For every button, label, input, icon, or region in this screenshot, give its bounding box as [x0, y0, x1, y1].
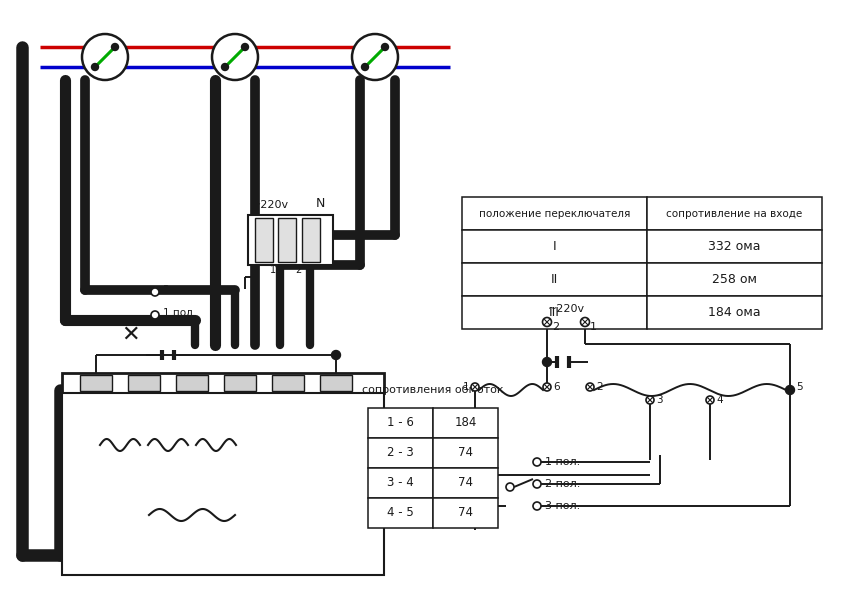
Text: 184 ома: 184 ома [708, 306, 761, 319]
Text: 3: 3 [656, 395, 663, 405]
Text: ~220v: ~220v [547, 304, 584, 314]
Text: 6: 6 [332, 394, 340, 404]
Bar [647, 263, 822, 296]
Bar [62, 373, 384, 393]
Bar [433, 468, 498, 498]
Text: 258 ом: 258 ом [712, 273, 757, 286]
Bar [368, 468, 433, 498]
Text: 2: 2 [596, 382, 603, 392]
Bar [368, 408, 433, 438]
Bar [647, 197, 822, 230]
Bar [176, 375, 208, 391]
Circle shape [212, 34, 258, 80]
Circle shape [533, 480, 541, 488]
Text: 2 пол.: 2 пол. [545, 479, 580, 489]
Text: 1: 1 [93, 394, 99, 404]
Text: 184: 184 [454, 416, 476, 430]
Text: 4: 4 [716, 395, 722, 405]
Text: 2: 2 [141, 394, 148, 404]
Text: 3 пол.: 3 пол. [545, 501, 580, 511]
Bar [462, 197, 647, 230]
Circle shape [706, 396, 714, 404]
Circle shape [331, 351, 341, 360]
Text: сопротивления обмоток: сопротивления обмоток [362, 385, 504, 395]
Circle shape [506, 483, 514, 491]
Circle shape [241, 44, 249, 50]
Circle shape [586, 383, 594, 391]
Text: 4: 4 [236, 394, 244, 404]
Bar [302, 218, 320, 262]
Text: 1 пол.: 1 пол. [545, 457, 580, 467]
Text: 1: 1 [270, 265, 276, 275]
Bar [255, 218, 273, 262]
Circle shape [471, 383, 479, 391]
Circle shape [362, 63, 368, 71]
Circle shape [151, 311, 159, 319]
Bar [128, 375, 160, 391]
Text: 4 - 5: 4 - 5 [387, 507, 414, 519]
Bar [320, 375, 352, 391]
Bar [462, 296, 647, 329]
Bar [368, 438, 433, 468]
Bar [647, 230, 822, 263]
Text: I: I [553, 240, 556, 253]
Text: ✕: ✕ [121, 325, 139, 345]
Text: 3 пол.: 3 пол. [163, 285, 196, 295]
Circle shape [581, 317, 589, 327]
Text: 1: 1 [590, 322, 597, 332]
Text: сопротивление на входе: сопротивление на входе [666, 209, 803, 219]
Bar [224, 375, 256, 391]
Text: 74: 74 [458, 446, 473, 459]
Text: 1 - 6: 1 - 6 [387, 416, 414, 430]
Bar [62, 393, 384, 575]
Text: 2 - 3: 2 - 3 [387, 446, 414, 459]
Bar [248, 215, 333, 265]
Circle shape [111, 44, 119, 50]
Text: 2: 2 [552, 322, 559, 332]
Bar [272, 375, 304, 391]
Circle shape [352, 34, 398, 80]
Bar [462, 263, 647, 296]
Bar [433, 498, 498, 528]
Text: положение переключателя: положение переключателя [479, 209, 631, 219]
Text: ~220v: ~220v [251, 200, 288, 210]
Circle shape [786, 386, 794, 395]
Circle shape [151, 288, 159, 296]
Text: 3: 3 [189, 394, 196, 404]
Text: 5: 5 [796, 382, 803, 392]
Text: II: II [550, 273, 558, 286]
Text: 74: 74 [458, 476, 473, 489]
Bar [278, 218, 296, 262]
Circle shape [533, 458, 541, 466]
Circle shape [533, 502, 541, 510]
Text: III: III [549, 306, 560, 319]
Circle shape [222, 63, 228, 71]
Text: 2: 2 [295, 265, 301, 275]
Circle shape [543, 357, 551, 367]
Circle shape [543, 383, 551, 391]
Text: 332 ома: 332 ома [708, 240, 760, 253]
Text: 5: 5 [284, 394, 292, 404]
Circle shape [543, 317, 551, 327]
Bar [80, 375, 112, 391]
Bar [368, 498, 433, 528]
Circle shape [92, 63, 99, 71]
Text: 3 - 4: 3 - 4 [387, 476, 414, 489]
Bar [433, 408, 498, 438]
Text: 1: 1 [463, 382, 470, 392]
Bar [647, 296, 822, 329]
Circle shape [382, 44, 389, 50]
Text: N: N [315, 197, 325, 210]
Circle shape [646, 396, 654, 404]
Text: 74: 74 [458, 507, 473, 519]
Bar [462, 230, 647, 263]
Text: 1 пол.: 1 пол. [163, 308, 196, 318]
Circle shape [82, 34, 128, 80]
Text: 6: 6 [553, 382, 560, 392]
Bar [433, 438, 498, 468]
